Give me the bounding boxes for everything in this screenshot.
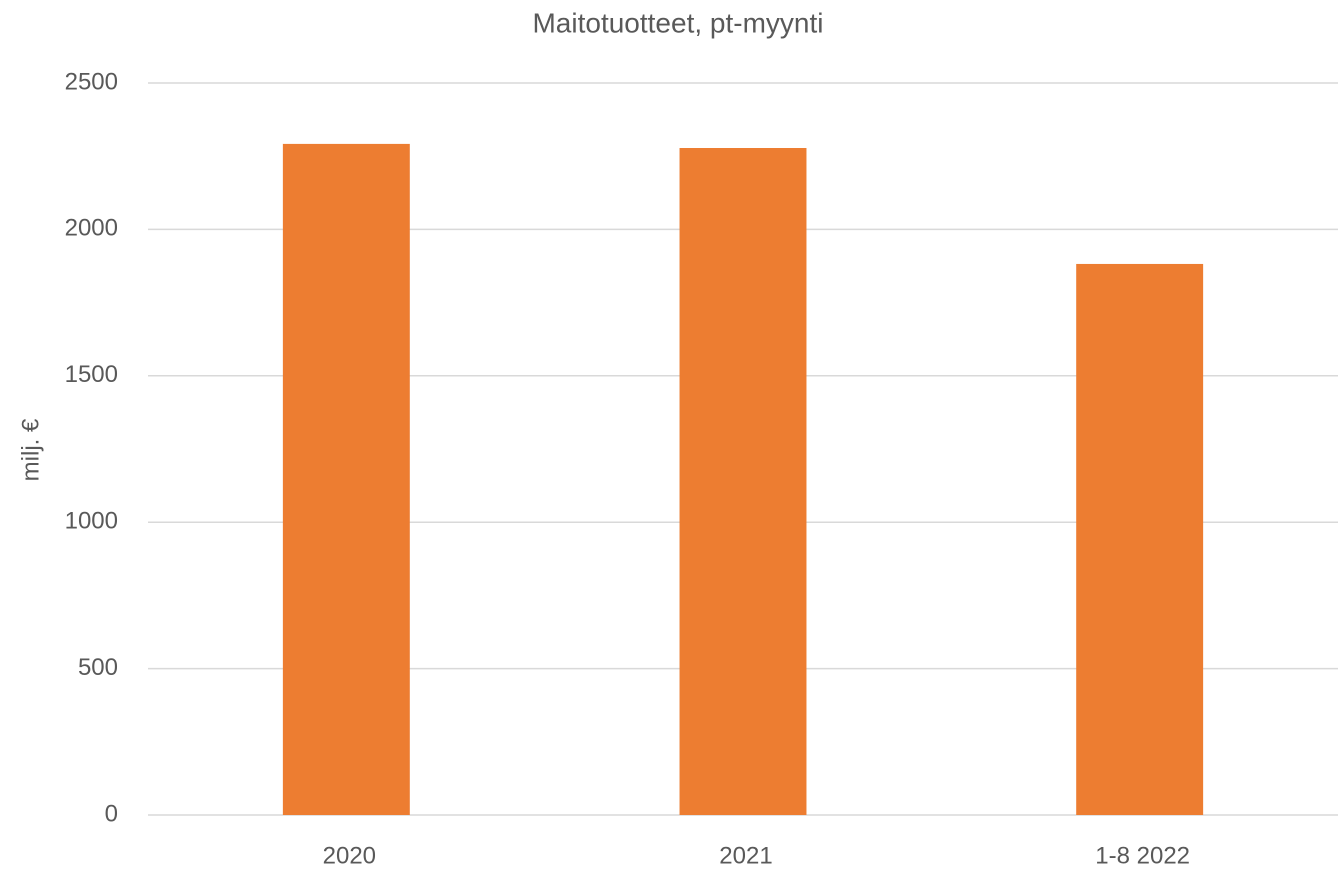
y-tick-label: 2000 (65, 215, 118, 242)
y-axis-label: milj. € (17, 418, 44, 481)
x-tick-label: 2020 (323, 842, 376, 869)
y-tick-label: 500 (78, 654, 118, 681)
bar (679, 148, 807, 816)
y-tick-label: 1500 (65, 361, 118, 388)
x-tick-label: 2021 (719, 842, 772, 869)
y-tick-label: 2500 (65, 68, 118, 95)
y-tick-label: 0 (105, 800, 118, 827)
y-tick-label: 1000 (65, 508, 118, 535)
bar (1076, 263, 1204, 815)
x-tick-label: 1-8 2022 (1095, 842, 1190, 869)
bar (282, 143, 410, 815)
chart-title: Maitotuotteet, pt-myynti (532, 7, 823, 38)
